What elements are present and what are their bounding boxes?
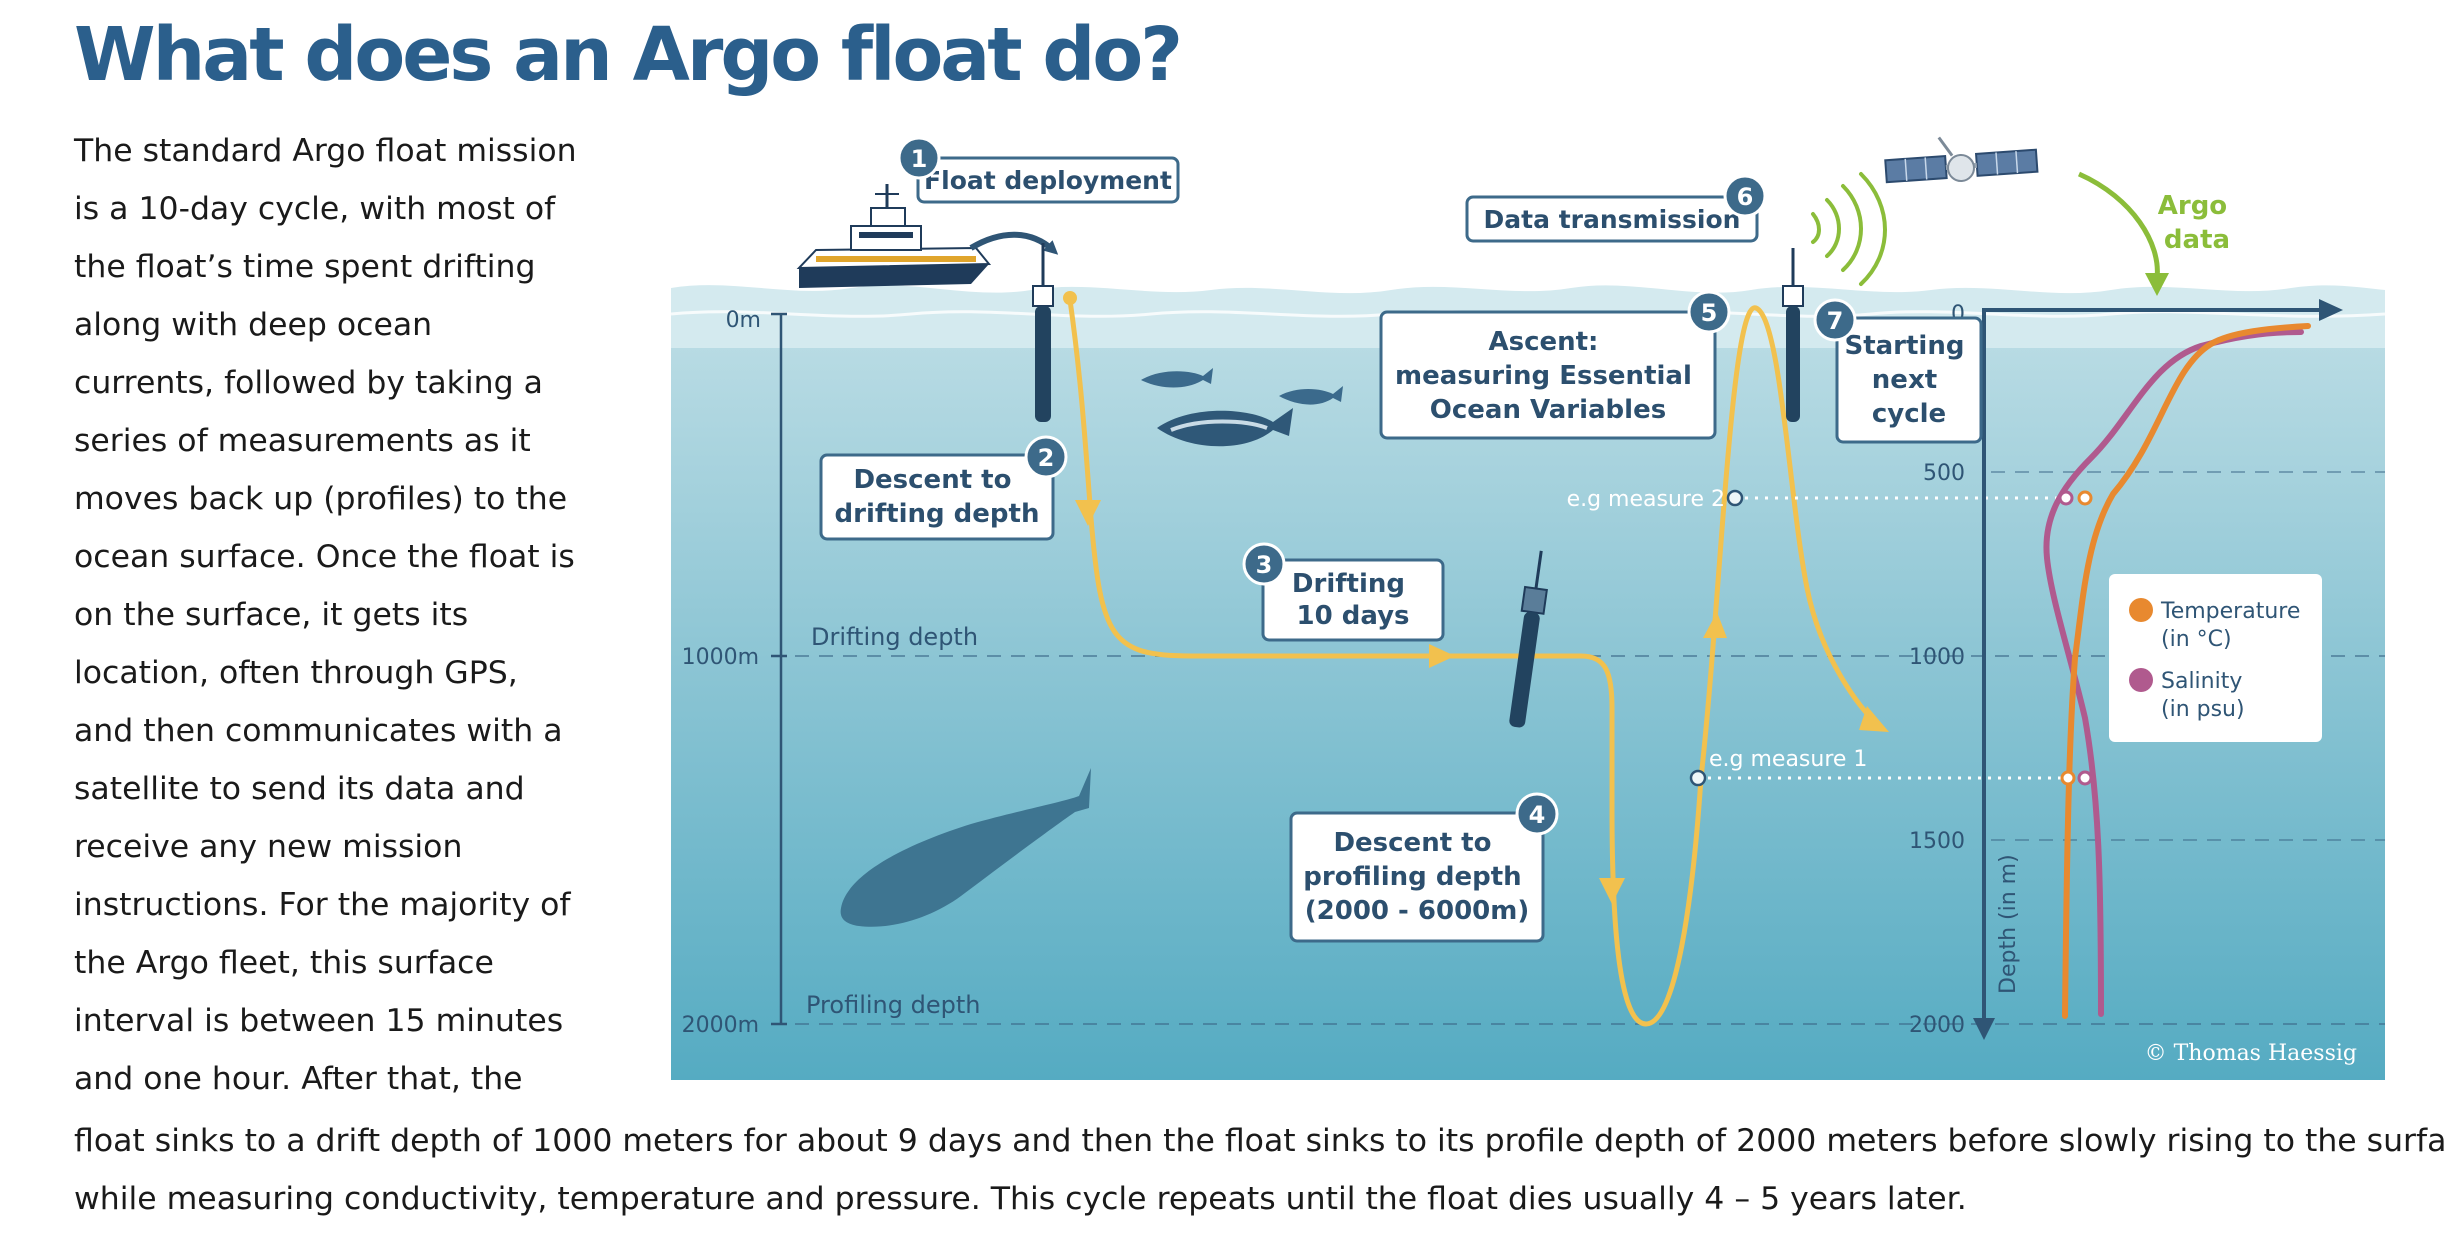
temperature-measure-1-point: [2060, 770, 2076, 786]
trajectory-arrow-5: [1859, 706, 1889, 732]
paragraph-line: while measuring conductivity, temperatur…: [74, 1181, 1967, 1217]
step-1-badge: 1: [897, 136, 941, 180]
sperm-whale-icon: [840, 768, 1091, 927]
profile-chart: 0 500 1000 1500 2000 Depth (in m) Temper…: [1909, 299, 2343, 1040]
paragraph-line: series of measurements as it: [74, 423, 531, 459]
depth-label-1000m: 1000m: [682, 645, 759, 670]
step-1-label: Float deployment: [924, 166, 1172, 195]
step-6-badge: 6: [1723, 174, 1767, 218]
paragraph-line: and one hour. After that, the: [74, 1061, 523, 1097]
step-3-label: Drifting 10 days: [1292, 569, 1414, 631]
step-6-box: Data transmission: [1465, 195, 1759, 243]
argo-data-arrow: [2077, 171, 2160, 279]
temperature-measure-2-point: [2077, 490, 2093, 506]
salinity-measure-2-point: [2058, 490, 2074, 506]
drifting-float-icon: [1509, 550, 1548, 728]
measure-2-point: [1726, 489, 1744, 507]
step-4-box: Descent to profiling depth (2000 - 6000m…: [1289, 811, 1545, 943]
profile-axis-label: Depth (in m): [1996, 854, 2021, 994]
argo-data-arrowhead: [2145, 273, 2169, 296]
paragraph-line: the Argo fleet, this surface: [74, 945, 494, 981]
profile-tick-2000: 2000: [1909, 1013, 1965, 1038]
image-credit: © Thomas Haessig: [2145, 1041, 2357, 1066]
measure-1-label: e.g measure 1: [1709, 747, 1867, 772]
float-trajectory-path: [1067, 299, 1883, 1027]
paragraph-line: ocean surface. Once the float is: [74, 539, 575, 575]
argo-data-label: Argo data: [2158, 191, 2236, 255]
salinity-legend-swatch: [2129, 668, 2153, 692]
step-3-box: Drifting 10 days: [1261, 558, 1445, 642]
paragraph-line: moves back up (profiles) to the: [74, 481, 568, 517]
profile-legend: Temperature (in °C) Salinity (in psu): [2109, 574, 2322, 742]
paragraph-line: satellite to send its data and: [74, 771, 525, 807]
research-ship-icon: [796, 184, 992, 288]
svg-text:5: 5: [1701, 299, 1718, 327]
svg-text:7: 7: [1827, 307, 1844, 335]
trajectory-arrow-3: [1599, 878, 1625, 904]
salinity-legend-label: Salinity (in psu): [2161, 669, 2249, 722]
step-3-badge: 3: [1242, 542, 1286, 586]
float-icon: [1032, 243, 1054, 422]
deployment-start-dot: [1063, 291, 1077, 305]
salinity-measure-1-point: [2077, 770, 2093, 786]
temperature-curve: [2062, 323, 2311, 1019]
salinity-curve: [2043, 329, 2304, 1017]
paragraph-line: the float’s time spent drifting: [74, 249, 536, 285]
step-2-label: Descent to drifting depth: [835, 465, 1040, 529]
step-7-box: Starting next cycle: [1835, 316, 1983, 444]
paragraph-line: and then communicates with a: [74, 713, 563, 749]
paragraph-line: currents, followed by taking a: [74, 365, 543, 401]
paragraph-line: receive any new mission: [74, 829, 463, 865]
paragraph-line: The standard Argo float mission: [74, 133, 577, 169]
step-5-label: Ascent: measuring Essential Ocean Variab…: [1395, 327, 1701, 425]
depth-label-0m: 0m: [726, 308, 761, 333]
svg-text:6: 6: [1737, 183, 1754, 211]
svg-text:1: 1: [911, 145, 928, 173]
page-title: What does an Argo float do?: [74, 12, 1183, 98]
paragraph-line: instructions. For the majority of: [74, 887, 571, 923]
step-5-badge: 5: [1687, 290, 1731, 334]
satellite-icon: [1884, 136, 2039, 184]
step-2-box: Descent to drifting depth: [819, 453, 1055, 541]
signal-waves-icon: [1811, 172, 1887, 286]
paragraph-line: location, often through GPS,: [74, 655, 518, 691]
step-4-label: Descent to profiling depth (2000 - 6000m…: [1303, 828, 1530, 926]
measure-1-point: [1689, 769, 1707, 787]
svg-text:3: 3: [1256, 551, 1273, 579]
step-6-label: Data transmission: [1484, 205, 1741, 234]
profile-tick-500: 500: [1923, 461, 1965, 486]
step-7-label: Starting next cycle: [1844, 331, 1973, 429]
trajectory-arrow-1: [1075, 500, 1101, 526]
profile-tick-1000: 1000: [1909, 645, 1965, 670]
trajectory-arrow-4: [1703, 612, 1727, 638]
temperature-legend-label: Temperature (in °C): [2160, 599, 2307, 652]
step-5-box: Ascent: measuring Essential Ocean Variab…: [1379, 310, 1717, 440]
step-4-badge: 4: [1515, 792, 1559, 836]
paragraph-line: along with deep ocean: [74, 307, 433, 343]
step-2-badge: 2: [1024, 435, 1068, 479]
step-1-box: Float deployment: [916, 156, 1180, 204]
paragraph-line: float sinks to a drift depth of 1000 met…: [74, 1123, 2448, 1159]
profile-tick-1500: 1500: [1909, 829, 1965, 854]
paragraph-line: is a 10-day cycle, with most of: [74, 191, 556, 227]
depth-label-2000m: 2000m: [682, 1013, 759, 1038]
temperature-legend-swatch: [2129, 598, 2153, 622]
svg-text:4: 4: [1529, 801, 1546, 829]
trajectory-arrow-2: [1429, 644, 1455, 668]
surface-float-icon: [1782, 248, 1804, 422]
step-7-badge: 7: [1813, 298, 1857, 342]
deployment-arrow: [969, 231, 1059, 255]
measure-2-label: e.g measure 2: [1567, 487, 1725, 512]
tuna-fish-icon: [1141, 368, 1343, 447]
argo-cycle-diagram: 0m 1000m 2000m Drifting depth Profiling …: [671, 136, 2385, 1080]
drifting-depth-label: Drifting depth: [811, 623, 978, 651]
paragraph-line: interval is between 15 minutes: [74, 1003, 564, 1039]
svg-text:2: 2: [1038, 444, 1055, 472]
profiling-depth-label: Profiling depth: [806, 991, 980, 1019]
paragraph-line: on the surface, it gets its: [74, 597, 469, 633]
